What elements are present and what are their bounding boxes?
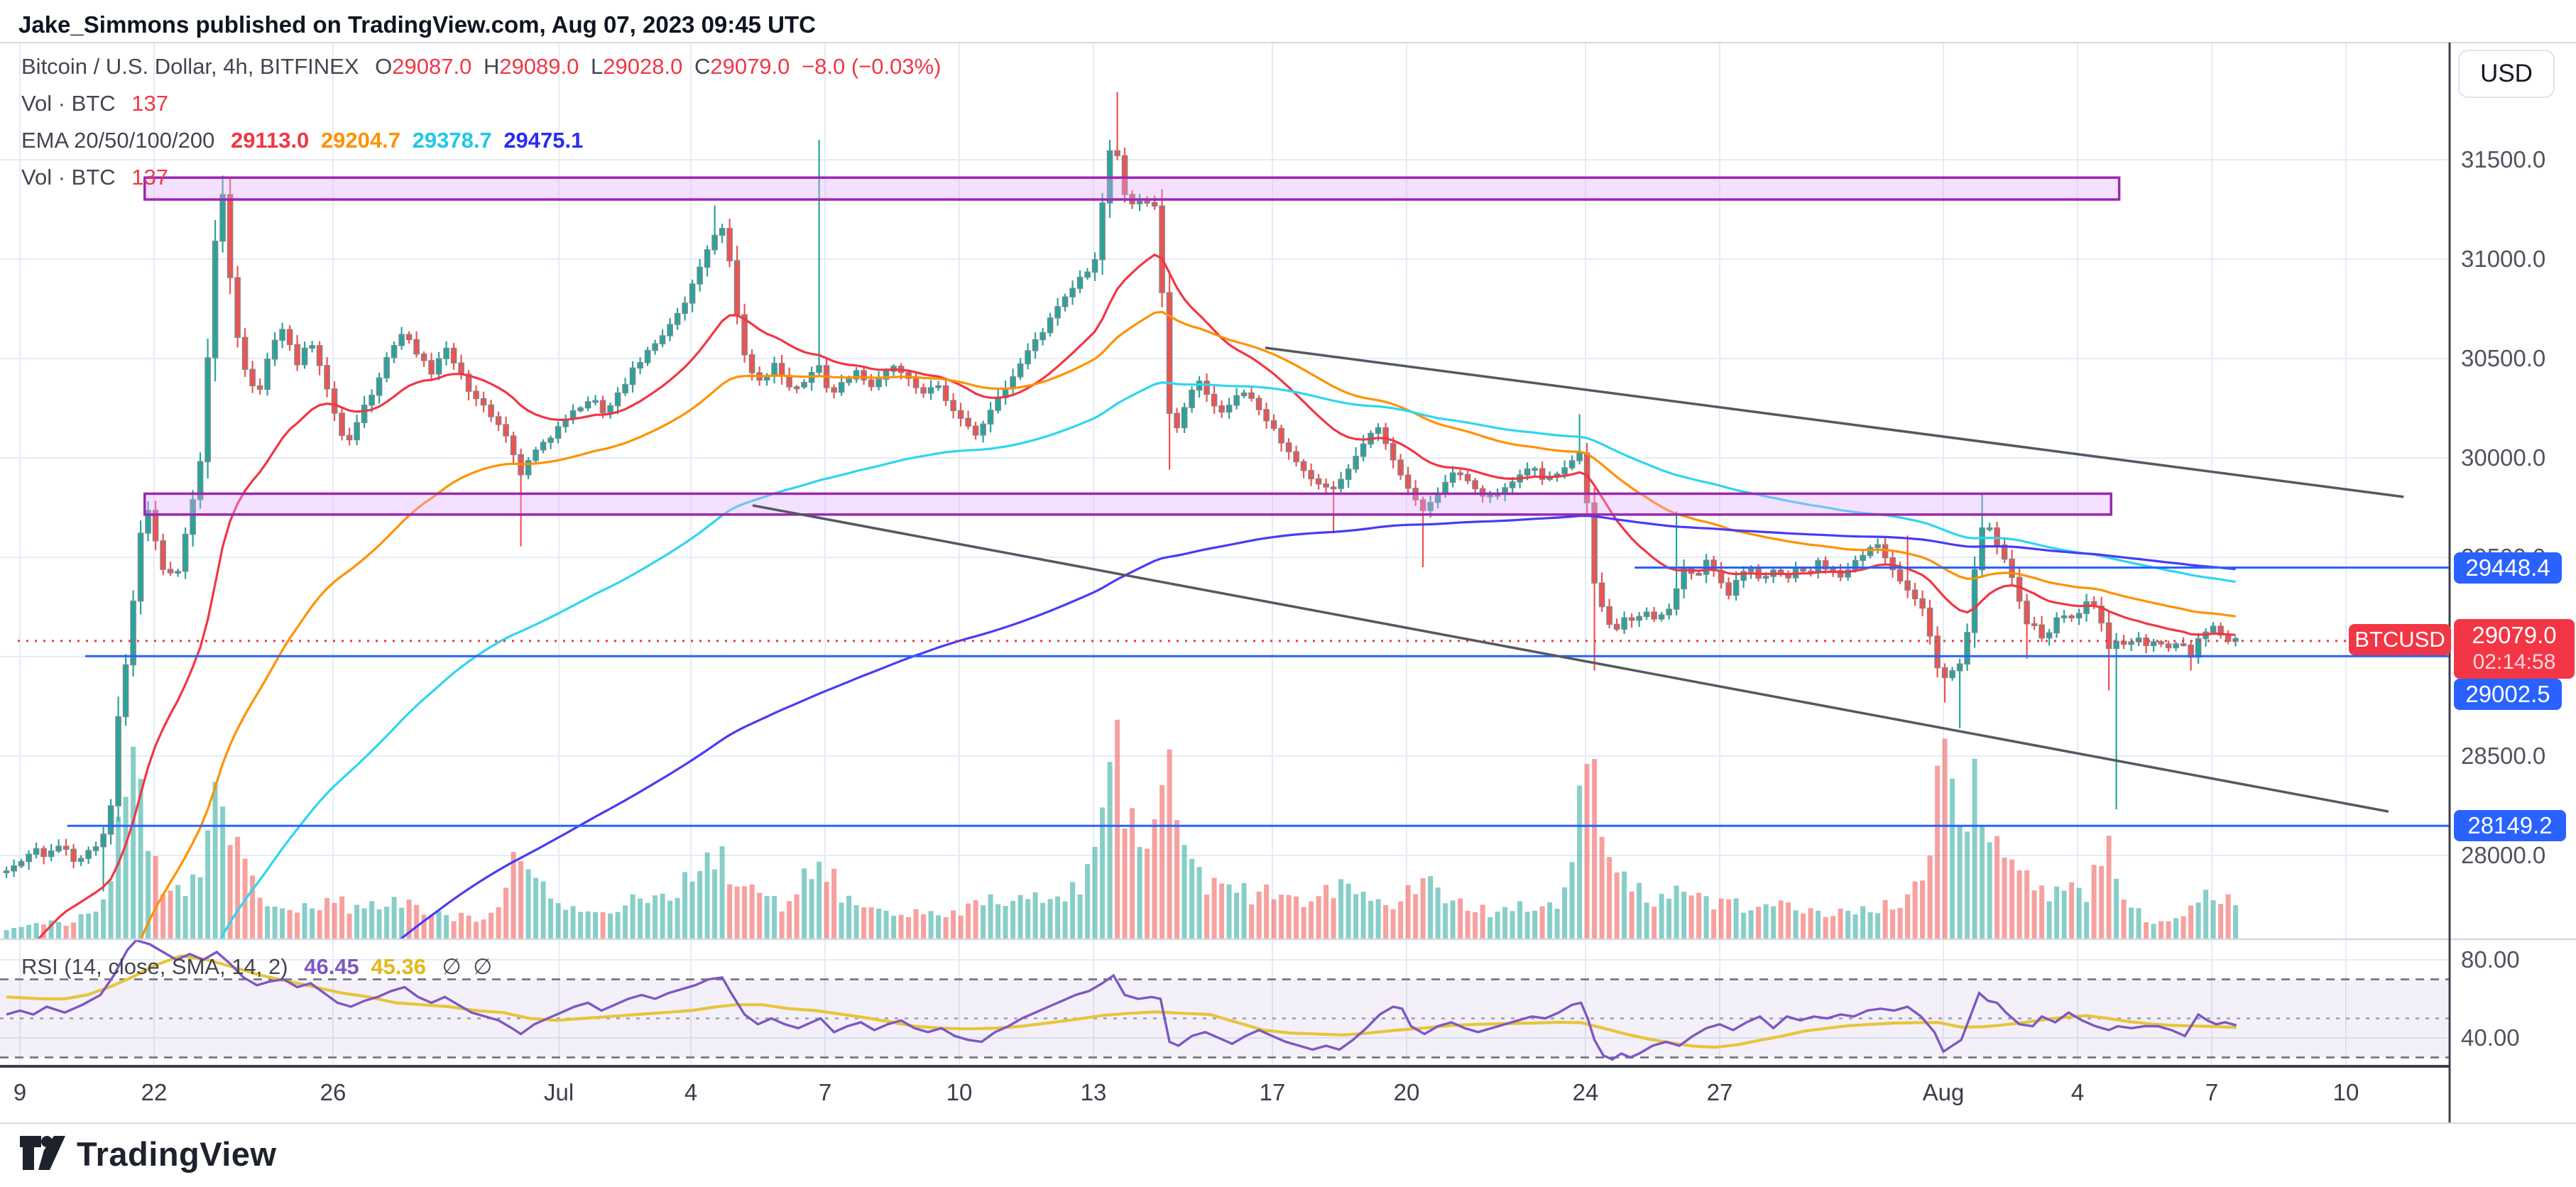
rsi-sma-value: 45.36 [371,954,426,979]
supply-zone-2[interactable] [143,492,2112,516]
volume-value: 137 [131,91,169,116]
ema20-value: 29113.0 [230,128,310,153]
time-tick-label: 4 [2071,1079,2084,1105]
time-tick-label: 7 [2205,1079,2218,1105]
volume-label-2: Vol · BTC [21,165,116,190]
close-value: 29079.0 [710,54,790,79]
price-tick-label: 30500.0 [2461,345,2545,371]
time-tick-label: Aug [1923,1079,1965,1105]
level-badge-29002[interactable]: 29002.5 [2454,679,2562,710]
ema100-value: 29378.7 [412,128,492,153]
change-value: −8.0 (−0.03%) [802,54,942,79]
ema200-line [398,514,2236,939]
close-label: C [694,54,711,79]
time-tick-label: 24 [1573,1079,1599,1105]
rsi-pane [0,939,2450,1061]
volume-value-2: 137 [131,165,169,190]
ema-lines [36,253,2236,939]
price-tick-label: 28000.0 [2461,842,2545,868]
symbol-legend-row[interactable]: Bitcoin / U.S. Dollar, 4h, BITFINEX O290… [21,54,942,80]
supply-zone-1[interactable] [143,176,2121,201]
descending-trendline-2[interactable] [1265,346,2404,498]
low-label: L [591,54,604,79]
level-badge-28149[interactable]: 28149.2 [2454,810,2566,841]
descending-trendline-1[interactable] [752,504,2389,813]
rsi-tick-label: 40.00 [2461,1024,2520,1051]
time-tick-label: 10 [946,1079,973,1105]
rsi-tick-label: 80.00 [2461,946,2520,973]
ema50-value: 29204.7 [320,128,400,153]
rsi-value: 46.45 [304,954,359,979]
rsi-empty-source-1: ∅ [442,954,462,979]
high-label: H [483,54,500,79]
ema-legend-row[interactable]: EMA 20/50/100/200 29113.0 29204.7 29378.… [21,128,583,153]
ema20-line [36,253,2236,939]
time-tick-label: 4 [684,1079,697,1105]
time-tick-label: 27 [1707,1079,1733,1105]
price-tick-label: 31000.0 [2461,246,2545,272]
ema200-value: 29475.1 [503,128,584,153]
high-value: 29089.0 [499,54,579,79]
time-tick-label: 10 [2333,1079,2359,1105]
time-tick-label: 13 [1081,1079,1107,1105]
time-tick-label: 22 [141,1079,168,1105]
level-badge-29448[interactable]: 29448.4 [2454,552,2562,584]
symbol-title: Bitcoin / U.S. Dollar, 4h, BITFINEX [21,54,359,79]
volume-legend-row-top[interactable]: Vol · BTC 137 [21,91,168,116]
price-axis-labels: 31500.031000.030500.030000.029500.029000… [2461,146,2545,1051]
symbol-price-flag: BTCUSD [2349,624,2451,655]
volume-legend-row-bottom[interactable]: Vol · BTC 137 [21,165,168,190]
time-tick-label: 7 [819,1079,831,1105]
last-price-value: 29079.0 [2472,622,2557,648]
rsi-line [6,939,2237,1061]
time-tick-label: 9 [13,1079,26,1105]
rsi-legend-row[interactable]: RSI (14, close, SMA, 14, 2) 46.45 45.36 … [21,954,492,980]
ema-label: EMA 20/50/100/200 [21,128,215,153]
tradingview-logo[interactable]: TradingView [20,1134,277,1174]
rsi-empty-source-2: ∅ [473,954,493,979]
ema100-line [219,381,2236,939]
rsi-sma-line [6,954,2237,1049]
rsi-label: RSI (14, close, SMA, 14, 2) [21,954,288,979]
currency-toggle-button[interactable]: USD [2458,50,2555,98]
time-tick-label: 17 [1260,1079,1286,1105]
open-label: O [375,54,393,79]
candle-countdown: 02:14:58 [2472,650,2556,674]
volume-label: Vol · BTC [21,91,116,116]
tradingview-logo-text: TradingView [77,1135,277,1173]
publish-attribution: Jake_Simmons published on TradingView.co… [18,11,816,38]
time-axis-labels: 9 22 26 Jul 4 7 10 13 17 20 24 27 Aug 4 7 10 [13,1079,2359,1105]
price-tick-label: 31500.0 [2461,146,2545,173]
last-price-badge: 29079.0 02:14:58 [2454,619,2575,679]
tradingview-logo-icon [20,1135,65,1170]
ema50-line [139,310,2236,939]
price-tick-label: 30000.0 [2461,444,2545,471]
time-tick-label: 20 [1394,1079,1420,1105]
open-value: 29087.0 [392,54,472,79]
time-tick-label: 26 [320,1079,346,1105]
candlesticks [3,92,2239,892]
time-tick-label: Jul [544,1079,574,1105]
low-value: 29028.0 [603,54,683,79]
price-tick-label: 28500.0 [2461,743,2545,769]
volume-bars [4,719,2239,939]
